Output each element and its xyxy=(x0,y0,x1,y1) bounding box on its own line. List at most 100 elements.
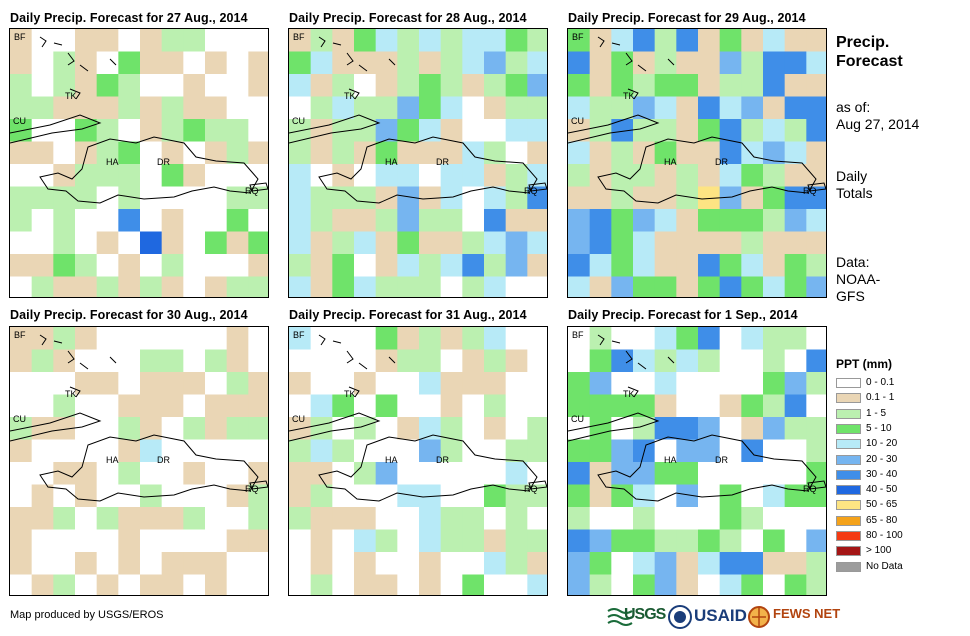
legend-label: 30 - 40 xyxy=(866,468,898,480)
precip-cell xyxy=(589,327,612,350)
daily-label-2: Totals xyxy=(836,185,873,201)
precip-cell xyxy=(183,51,206,75)
precip-cell xyxy=(419,96,442,120)
precip-cell xyxy=(140,552,163,575)
precip-cell xyxy=(462,417,485,440)
precip-cell xyxy=(53,119,76,142)
precip-cell xyxy=(633,462,656,485)
precip-cell xyxy=(654,439,677,463)
precip-cell xyxy=(505,529,528,553)
precip-cell xyxy=(784,462,807,485)
precip-cell xyxy=(633,507,656,530)
precip-cell xyxy=(31,507,54,530)
precip-cell xyxy=(161,209,184,232)
precip-cell xyxy=(96,484,119,508)
precip-cell xyxy=(31,484,54,508)
precip-cell xyxy=(310,186,333,210)
precip-cell xyxy=(310,254,333,277)
precip-cell xyxy=(505,574,528,595)
precip-cell xyxy=(161,119,184,142)
precip-cell xyxy=(332,96,355,120)
precip-cell xyxy=(31,439,54,463)
precip-cell xyxy=(419,484,442,508)
precip-cell xyxy=(633,51,656,75)
precip-cell xyxy=(375,484,398,508)
country-label-tk: TK xyxy=(623,389,635,399)
precip-cell xyxy=(784,349,807,373)
precip-cell xyxy=(397,29,420,52)
precip-cell xyxy=(161,96,184,120)
precip-cell xyxy=(462,484,485,508)
precip-cell xyxy=(310,439,333,463)
panel-title-3: Daily Precip. Forecast for 29 Aug., 2014 xyxy=(568,11,806,25)
precip-cell xyxy=(505,439,528,463)
precip-cell xyxy=(75,462,98,485)
precip-cell xyxy=(806,394,826,418)
precip-cell xyxy=(440,507,463,530)
precip-cell xyxy=(763,29,786,52)
precip-cell xyxy=(440,372,463,395)
precip-cell xyxy=(741,327,764,350)
precip-cell xyxy=(698,29,721,52)
precip-cell xyxy=(118,372,141,395)
legend-swatch xyxy=(836,515,861,526)
precip-cell xyxy=(397,119,420,142)
precip-cell xyxy=(205,484,228,508)
precip-cell xyxy=(527,96,547,120)
precip-cell xyxy=(248,417,268,440)
precip-cell xyxy=(654,349,677,373)
precip-cell xyxy=(763,574,786,595)
precip-cell xyxy=(31,276,54,297)
precip-cell xyxy=(354,507,377,530)
precip-cell xyxy=(505,276,528,297)
precip-cell xyxy=(568,209,591,232)
precip-cell xyxy=(31,96,54,120)
country-label-ha: HA xyxy=(106,157,119,167)
precip-cell xyxy=(589,276,612,297)
precip-cell xyxy=(140,372,163,395)
precip-cell xyxy=(698,484,721,508)
precip-cell xyxy=(505,96,528,120)
precip-cell xyxy=(763,529,786,553)
precip-cell xyxy=(654,484,677,508)
precip-cell xyxy=(654,231,677,255)
precip-cell xyxy=(354,349,377,373)
precip-cell xyxy=(462,574,485,595)
precip-cell xyxy=(161,231,184,255)
precip-cell xyxy=(289,186,312,210)
legend-swatch xyxy=(836,393,861,404)
precip-cell xyxy=(440,51,463,75)
precip-cell xyxy=(375,51,398,75)
precip-cell xyxy=(589,254,612,277)
precip-cell xyxy=(289,552,312,575)
precip-cell xyxy=(589,164,612,187)
precip-cell xyxy=(611,141,634,165)
precip-cell xyxy=(462,96,485,120)
precip-cell xyxy=(75,96,98,120)
precip-cell xyxy=(698,119,721,142)
precip-cell xyxy=(53,439,76,463)
legend-label: > 100 xyxy=(866,545,892,557)
precip-cell xyxy=(784,529,807,553)
precip-cell xyxy=(440,529,463,553)
precip-cell xyxy=(568,552,591,575)
precip-cell xyxy=(568,164,591,187)
precip-cell xyxy=(310,164,333,187)
precip-cell xyxy=(10,186,33,210)
precip-cell xyxy=(53,276,76,297)
precip-cell xyxy=(332,484,355,508)
precip-cell xyxy=(397,349,420,373)
precip-cell xyxy=(440,209,463,232)
precip-cell xyxy=(248,439,268,463)
precip-cell xyxy=(611,507,634,530)
precip-cell xyxy=(784,164,807,187)
precip-cell xyxy=(462,186,485,210)
precip-cell xyxy=(784,439,807,463)
panel-title-1: Daily Precip. Forecast for 27 Aug., 2014 xyxy=(10,11,248,25)
precip-cell xyxy=(332,254,355,277)
data-source-2: GFS xyxy=(836,288,865,304)
precip-cell xyxy=(10,141,33,165)
precip-cell xyxy=(397,96,420,120)
precip-cell xyxy=(505,327,528,350)
precip-grid xyxy=(289,327,547,595)
